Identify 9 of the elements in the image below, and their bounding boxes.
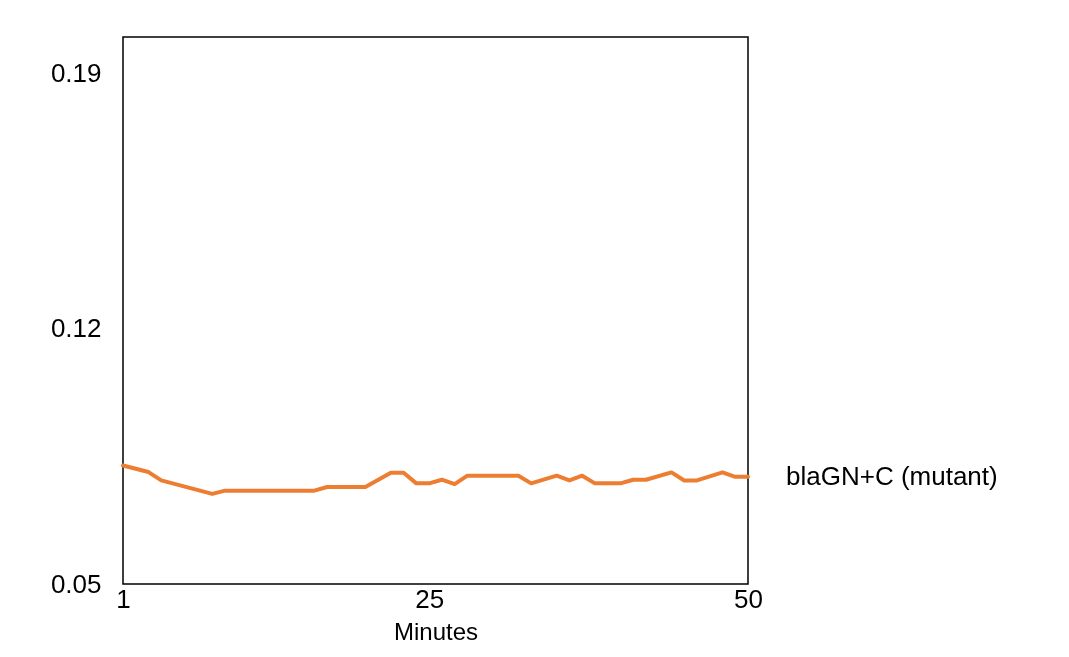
x-tick-label: 1 [116,583,131,614]
y-tick-label: 0.19 [50,57,102,88]
line-series [121,463,750,496]
x-axis-title: Minutes [393,617,479,645]
x-tick-label: 50 [734,583,763,614]
x-tick-label: 25 [415,583,445,614]
y-tick-label: 0.12 [50,313,102,344]
series-label: blaGN+C (mutant) [786,460,998,491]
y-tick-label: 0.05 [50,568,102,599]
